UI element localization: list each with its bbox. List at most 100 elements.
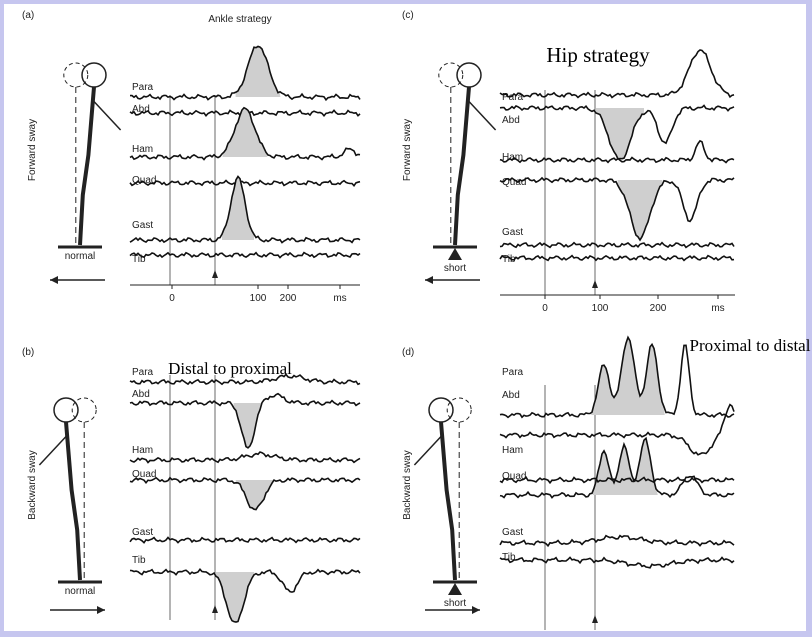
axis-label: 100 — [250, 293, 267, 304]
axis-label: ms — [711, 303, 724, 314]
arm — [467, 99, 497, 131]
muscle-label: Ham — [132, 445, 153, 456]
axis-label: 200 — [650, 303, 667, 314]
emg-trace — [499, 475, 735, 485]
panel-label: (c) — [402, 10, 414, 21]
muscle-label: Quad — [132, 175, 156, 186]
head-ghost — [446, 397, 472, 423]
muscle-label: Ham — [502, 445, 523, 456]
emg-trace — [129, 106, 361, 161]
emg-trace — [499, 241, 735, 249]
emg-trace — [129, 451, 361, 464]
panel-label: (d) — [402, 347, 414, 358]
arrow-head — [50, 276, 58, 284]
shaded-burst — [592, 451, 616, 495]
muscle-label: Gast — [502, 227, 523, 238]
muscle-label: Quad — [132, 469, 156, 480]
sway-label: Backward sway — [27, 450, 38, 519]
muscle-label: Gast — [132, 527, 153, 538]
emg-trace — [499, 104, 735, 160]
panel-title: Ankle strategy — [208, 14, 271, 25]
muscle-label: Tib — [132, 254, 146, 265]
muscle-label: Tib — [502, 552, 516, 563]
sway-label: Backward sway — [402, 450, 413, 519]
muscle-label: Gast — [502, 527, 523, 538]
muscle-label: Para — [502, 367, 524, 378]
sway-label: Forward sway — [402, 119, 413, 181]
muscle-label: Quad — [502, 471, 526, 482]
arm — [38, 434, 68, 466]
shaded-burst — [215, 572, 255, 623]
emg-trace — [499, 556, 735, 569]
onset-arrow — [592, 615, 598, 623]
muscle-label: Abd — [132, 104, 150, 115]
onset-arrow — [592, 280, 598, 288]
body — [439, 421, 457, 581]
head-ghost — [63, 62, 89, 88]
emg-trace — [129, 175, 361, 244]
arm — [413, 434, 443, 466]
emg-trace — [129, 476, 361, 511]
shaded-burst — [612, 445, 636, 495]
shaded-burst — [233, 403, 263, 448]
body — [64, 421, 82, 581]
emg-trace — [129, 392, 361, 449]
head-ghost — [438, 62, 464, 88]
emg-trace — [129, 251, 361, 259]
axis-label: 100 — [592, 303, 609, 314]
emg-trace — [129, 568, 361, 623]
body — [453, 86, 471, 246]
emg-trace — [499, 176, 735, 242]
stance-label: short — [444, 263, 466, 274]
shaded-burst — [222, 176, 254, 240]
muscle-label: Para — [132, 82, 154, 93]
axis-label: ms — [333, 293, 346, 304]
figure-background — [4, 4, 806, 631]
panel-label: (a) — [22, 10, 34, 21]
shaded-burst — [591, 365, 617, 415]
emg-trace — [129, 179, 361, 187]
emg-trace — [129, 373, 361, 386]
shaded-burst — [235, 479, 275, 510]
muscle-label: Abd — [502, 115, 520, 126]
stance-label: short — [444, 598, 466, 609]
emg-trace — [130, 45, 361, 102]
muscle-label: Ham — [502, 152, 523, 163]
axis-label: 200 — [280, 293, 297, 304]
emg-trace — [499, 49, 735, 99]
muscle-label: Para — [502, 92, 524, 103]
muscle-label: Abd — [502, 390, 520, 401]
muscle-label: Ham — [132, 144, 153, 155]
onset-arrow — [212, 270, 218, 278]
body — [78, 86, 96, 246]
shaded-burst — [613, 337, 643, 415]
shaded-burst — [639, 344, 665, 415]
muscle-label: Tib — [132, 555, 146, 566]
axis-label: 0 — [542, 303, 548, 314]
muscle-label: Tib — [502, 254, 516, 265]
panel-label: (b) — [22, 347, 34, 358]
muscle-label: Gast — [132, 220, 153, 231]
emg-trace — [499, 335, 735, 419]
head-ghost — [71, 397, 97, 423]
stance-label: normal — [65, 586, 96, 597]
emg-trace — [129, 536, 361, 544]
arrow-head — [425, 276, 433, 284]
sway-label: Forward sway — [27, 119, 38, 181]
panel-title: Distal to proximal — [168, 359, 292, 378]
muscle-label: Abd — [132, 389, 150, 400]
emg-trace — [499, 139, 735, 164]
muscle-label: Para — [132, 367, 154, 378]
pivot — [448, 583, 462, 595]
axis-label: 0 — [169, 293, 175, 304]
muscle-label: Quad — [502, 177, 526, 188]
arm — [92, 99, 122, 131]
emg-trace — [499, 534, 735, 548]
shaded-burst — [222, 108, 268, 157]
panel-title: Proximal to distal — [690, 336, 811, 355]
emg-trace — [499, 254, 735, 262]
arrow-head — [472, 606, 480, 614]
stance-label: normal — [65, 251, 96, 262]
pivot — [448, 248, 462, 260]
